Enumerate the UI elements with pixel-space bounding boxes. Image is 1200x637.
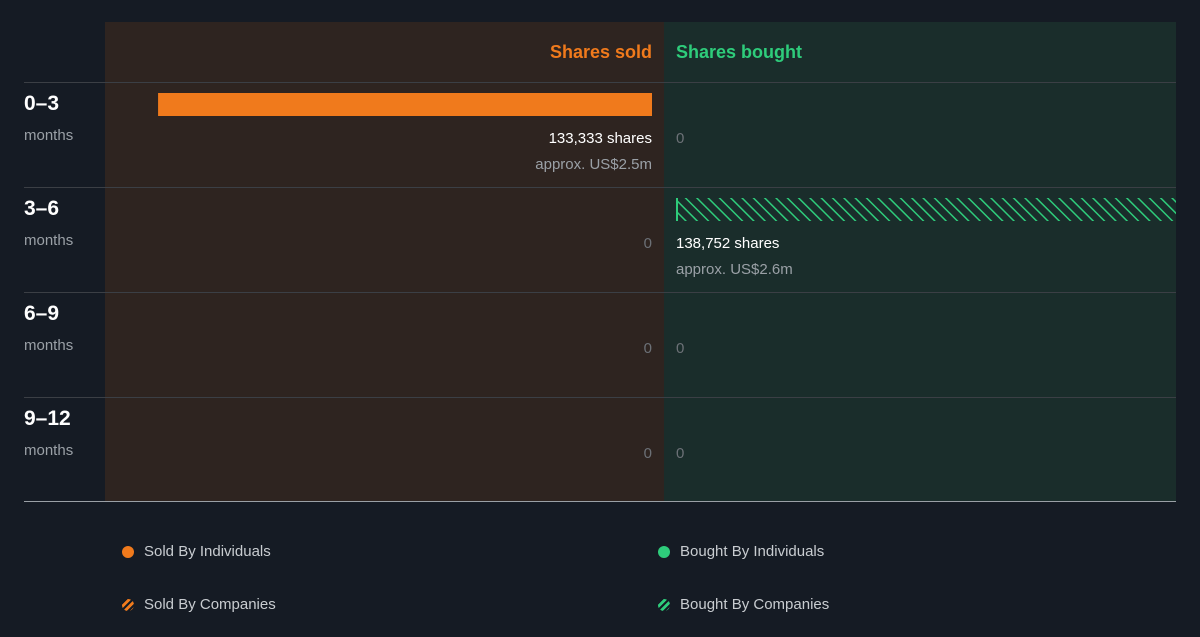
period-unit-label: months [24, 442, 73, 459]
bought-header: Shares bought [676, 42, 802, 62]
legend-swatch-hatched-icon [658, 598, 670, 611]
legend: Sold By Individuals Bought By Individual… [0, 535, 1200, 625]
legend-label: Sold By Individuals [144, 543, 271, 560]
sold-shares-label: 133,333 shares [549, 130, 652, 147]
bought-bar [676, 198, 1176, 221]
sold-zero-label: 0 [644, 340, 652, 357]
period-unit-label: months [24, 337, 73, 354]
sold-value-label: approx. US$2.5m [535, 156, 652, 173]
sold-zero-label: 0 [644, 235, 652, 252]
legend-label: Bought By Individuals [680, 543, 825, 560]
bought-panel [664, 22, 1176, 501]
legend-swatch-hatched-icon [122, 598, 134, 611]
period-unit-label: months [24, 232, 73, 249]
legend-label: Bought By Companies [680, 596, 830, 613]
legend-item-bought-individuals: Bought By Individuals [658, 543, 824, 560]
period-label: 9–12 [24, 407, 71, 430]
bought-zero-label: 0 [676, 130, 684, 147]
sold-zero-label: 0 [644, 445, 652, 462]
bought-value-label: approx. US$2.6m [676, 261, 793, 278]
sold-bar [158, 93, 653, 116]
sold-header: Shares sold [550, 42, 652, 62]
bought-zero-label: 0 [676, 445, 684, 462]
legend-item-sold-individuals: Sold By Individuals [122, 543, 271, 560]
period-label: 0–3 [24, 92, 59, 115]
period-unit-label: months [24, 127, 73, 144]
legend-swatch-icon [122, 545, 134, 558]
legend-label: Sold By Companies [144, 596, 276, 613]
legend-item-sold-companies: Sold By Companies [122, 596, 276, 613]
bought-shares-label: 138,752 shares [676, 235, 779, 252]
period-label: 6–9 [24, 302, 59, 325]
legend-swatch-icon [658, 545, 670, 558]
bought-zero-label: 0 [676, 340, 684, 357]
period-label: 3–6 [24, 197, 59, 220]
legend-item-bought-companies: Bought By Companies [658, 596, 829, 613]
